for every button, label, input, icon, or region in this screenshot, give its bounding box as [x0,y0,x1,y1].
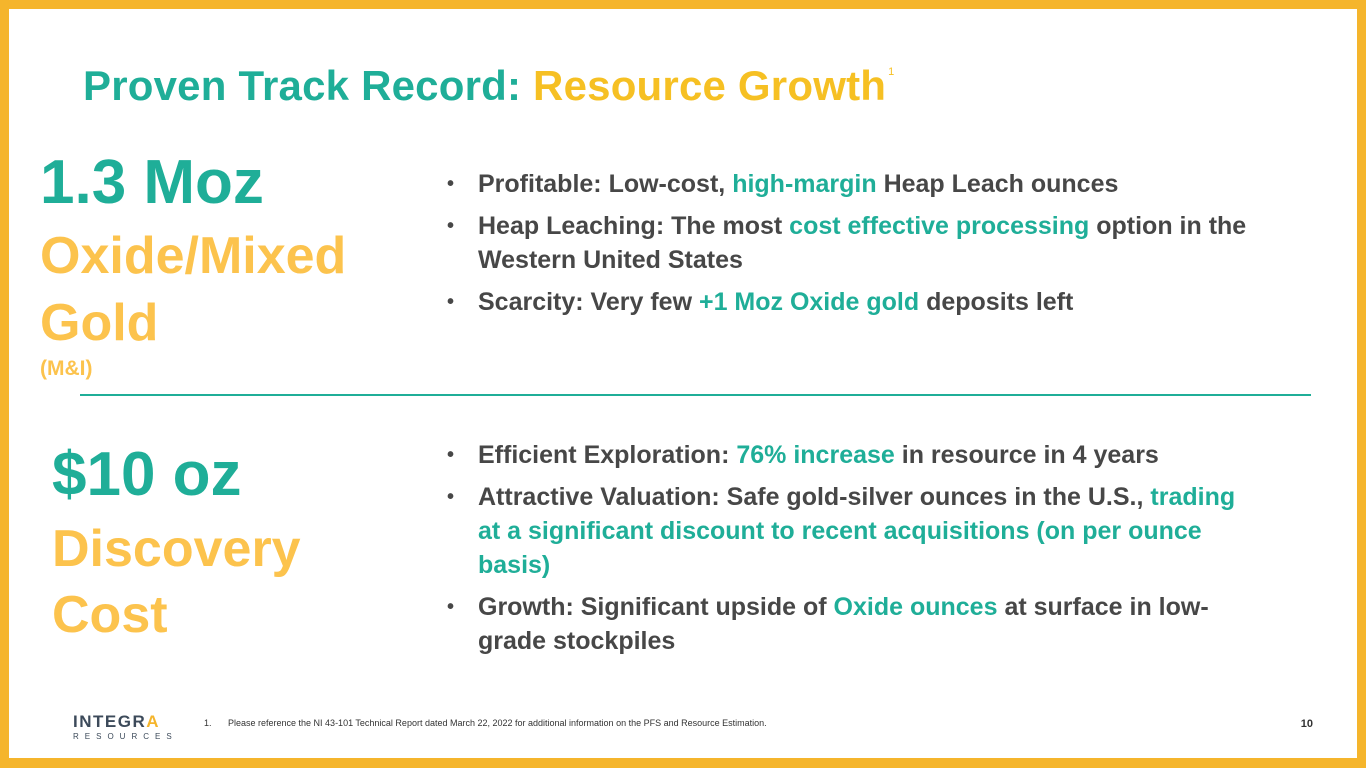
metric-discovery-label-line1: Discovery [52,520,301,578]
bullet-highlight: Oxide ounces [833,593,998,621]
bullet-growth: • Growth: Significant upside of Oxide ou… [444,590,1264,658]
metric-discovery-cost: $10 oz [52,440,242,509]
bullet-list-growth: • Efficient Exploration: 76% increase in… [444,438,1264,666]
logo-wordmark-accent: A [146,712,161,731]
page-number: 10 [1300,718,1313,730]
bullet-heap-leaching: • Heap Leaching: The most cost effective… [444,209,1264,277]
bullet-text: Efficient Exploration: [478,441,737,469]
footnote: 1. Please reference the NI 43-101 Technic… [204,718,767,728]
bullet-marker: • [447,291,455,313]
footnote-text: Please reference the NI 43-101 Technical… [228,718,767,728]
bullet-marker: • [447,173,455,195]
logo-wordmark: INTEGRA [73,713,193,731]
metric-ounces: 1.3 Moz [40,148,264,217]
bullet-text: Attractive Valuation: Safe gold-silver o… [478,483,1151,511]
bullet-highlight: 76% increase [736,441,895,469]
title-part-1: Proven Track Record: [83,62,534,109]
bullet-text: in resource in 4 years [894,441,1159,469]
bullet-text: Heap Leaching: The most [478,212,790,240]
metric-ounces-qualifier: (M&I) [40,357,93,380]
bullet-profitable: • Profitable: Low-cost, high-margin Heap… [444,167,1264,201]
bullet-marker: • [447,596,455,618]
bullet-text: option in the Western United States [478,212,1247,274]
title-footnote-marker: 1 [888,66,895,78]
bullet-highlight: high-margin [732,170,877,198]
logo-wordmark-main: INTEGR [73,712,147,731]
bullet-text: deposits left [919,288,1074,316]
footnote-number: 1. [204,718,212,728]
bullet-text: Scarcity: Very few [478,288,699,316]
bullet-highlight: trading at a significant discount to rec… [478,483,1236,579]
title-part-2: Resource Growth [533,62,887,109]
bullet-highlight: cost effective processing [789,212,1090,240]
bullet-text: Growth: Significant upside of [478,593,834,621]
metric-discovery-label-line2: Cost [52,586,168,644]
bullet-marker: • [447,215,455,237]
bullet-attractive-valuation: • Attractive Valuation: Safe gold-silver… [444,480,1264,582]
bullet-text: Profitable: Low-cost, [478,170,733,198]
logo-subtitle: RESOURCES [73,732,178,741]
company-logo: INTEGRA RESOURCES [73,713,193,742]
bullet-marker: • [447,444,455,466]
bullet-scarcity: • Scarcity: Very few +1 Moz Oxide gold d… [444,285,1264,319]
section-divider [80,394,1311,396]
metric-ounces-label-line1: Oxide/Mixed [40,227,347,285]
metric-ounces-label-line2: Gold [40,294,159,352]
page-title: Proven Track Record: Resource Growth 1 [83,62,895,110]
bullet-text: Heap Leach ounces [876,170,1119,198]
bullet-marker: • [447,486,455,508]
bullet-efficient-exploration: • Efficient Exploration: 76% increase in… [444,438,1264,472]
bullet-list-resource: • Profitable: Low-cost, high-margin Heap… [444,167,1264,327]
bullet-highlight: +1 Moz Oxide gold [698,288,920,316]
bullet-text: at surface in low-grade stockpiles [478,593,1209,655]
